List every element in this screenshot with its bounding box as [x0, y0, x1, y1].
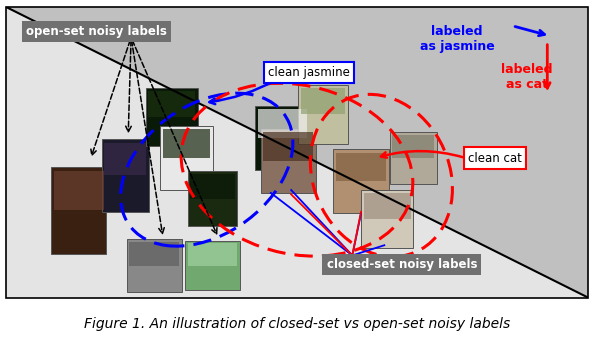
FancyBboxPatch shape — [393, 135, 434, 158]
FancyBboxPatch shape — [148, 91, 195, 117]
FancyBboxPatch shape — [390, 132, 437, 184]
Polygon shape — [6, 7, 588, 298]
Text: closed-set noisy labels: closed-set noisy labels — [327, 258, 477, 271]
FancyBboxPatch shape — [51, 167, 106, 254]
FancyBboxPatch shape — [333, 149, 388, 213]
FancyBboxPatch shape — [263, 132, 313, 161]
Text: labeled
as jasmine: labeled as jasmine — [420, 25, 494, 53]
Text: labeled
as cat: labeled as cat — [501, 63, 552, 91]
FancyBboxPatch shape — [129, 242, 179, 266]
FancyBboxPatch shape — [261, 129, 316, 193]
FancyBboxPatch shape — [188, 171, 238, 226]
FancyBboxPatch shape — [190, 174, 235, 199]
Text: Figure 1. An illustration of closed-set vs open-set noisy labels: Figure 1. An illustration of closed-set … — [84, 317, 510, 330]
FancyBboxPatch shape — [298, 85, 348, 144]
FancyBboxPatch shape — [146, 88, 198, 146]
FancyBboxPatch shape — [364, 193, 411, 219]
Polygon shape — [6, 7, 588, 298]
FancyBboxPatch shape — [258, 109, 307, 138]
FancyBboxPatch shape — [102, 139, 148, 212]
FancyBboxPatch shape — [160, 126, 213, 190]
FancyBboxPatch shape — [127, 239, 182, 292]
FancyBboxPatch shape — [255, 106, 310, 170]
Text: open-set noisy labels: open-set noisy labels — [26, 25, 166, 38]
FancyBboxPatch shape — [185, 241, 240, 290]
FancyBboxPatch shape — [301, 88, 346, 115]
FancyBboxPatch shape — [336, 153, 386, 181]
FancyBboxPatch shape — [105, 143, 146, 175]
FancyBboxPatch shape — [163, 129, 210, 158]
FancyBboxPatch shape — [54, 171, 103, 210]
Text: clean jasmine: clean jasmine — [268, 66, 350, 79]
FancyBboxPatch shape — [361, 190, 413, 248]
Text: clean cat: clean cat — [468, 152, 522, 165]
FancyBboxPatch shape — [188, 243, 238, 266]
